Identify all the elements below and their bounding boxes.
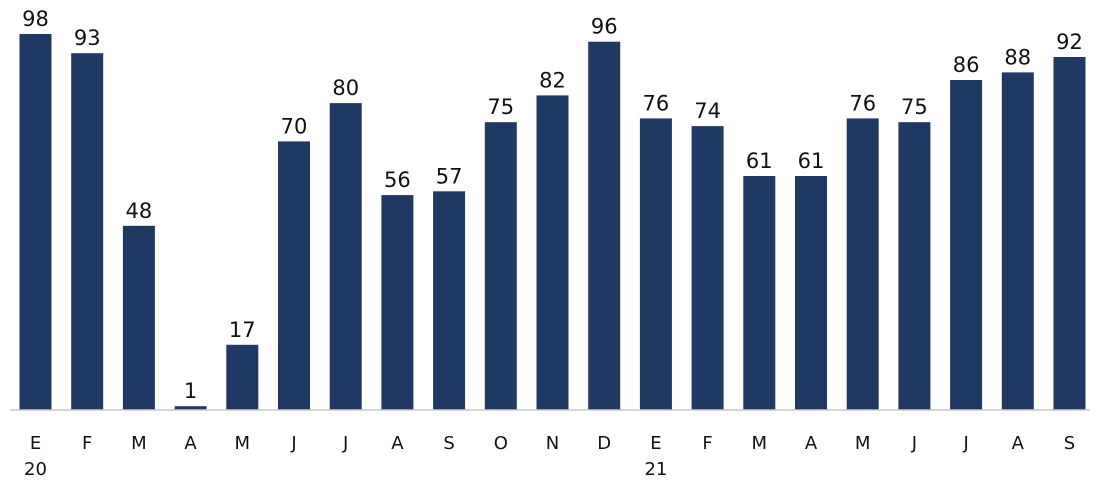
bar xyxy=(484,122,517,410)
x-tick-label: S xyxy=(443,433,454,454)
data-label: 61 xyxy=(746,149,773,173)
data-label: 76 xyxy=(643,91,670,115)
x-tick-label: E xyxy=(650,433,661,454)
bar xyxy=(846,118,879,411)
x-tick-label: M xyxy=(235,433,251,454)
data-label: 56 xyxy=(384,168,411,192)
data-label: 75 xyxy=(901,95,928,119)
bars-group xyxy=(19,34,1086,411)
bar xyxy=(691,126,724,410)
bar xyxy=(122,225,155,410)
data-label: 74 xyxy=(694,99,721,123)
bar xyxy=(1001,72,1034,411)
x-tick-label: A xyxy=(184,433,197,454)
bar xyxy=(329,103,362,410)
x-tick-label: F xyxy=(702,433,712,454)
data-label: 61 xyxy=(798,149,825,173)
bar xyxy=(174,406,207,410)
bar xyxy=(226,344,259,410)
data-label: 17 xyxy=(229,318,256,342)
x-tick-label: A xyxy=(391,433,404,454)
data-label: 88 xyxy=(1004,45,1031,69)
data-label: 98 xyxy=(22,7,49,31)
x-tick-label: J xyxy=(911,433,917,454)
bar xyxy=(950,80,983,410)
x-tick-label: J xyxy=(290,433,296,454)
bar xyxy=(536,95,569,411)
bar xyxy=(71,53,104,410)
x-tick-label: J xyxy=(962,433,968,454)
data-label: 48 xyxy=(126,199,153,223)
data-label: 96 xyxy=(591,15,618,39)
data-label: 75 xyxy=(487,95,514,119)
x-tick-label: D xyxy=(597,433,611,454)
data-label: 86 xyxy=(953,53,980,77)
bar xyxy=(743,176,776,410)
bar xyxy=(433,191,466,410)
x-tick-label: N xyxy=(546,433,559,454)
x-tick-label: O xyxy=(494,433,508,454)
x-tick-label: S xyxy=(1064,433,1075,454)
data-label: 82 xyxy=(539,68,566,92)
data-label: 76 xyxy=(849,91,876,115)
x-tick-labels-group: E 20 F M A M J J A S O N D E 21 F M A M J J A S xyxy=(24,433,1075,480)
x-tick-label: A xyxy=(805,433,818,454)
data-label: 80 xyxy=(332,76,359,100)
x-tick-label: F xyxy=(82,433,92,454)
bar xyxy=(19,34,52,410)
bar xyxy=(795,176,827,410)
data-label: 1 xyxy=(184,379,197,403)
data-label: 70 xyxy=(281,114,308,138)
bar xyxy=(381,195,414,410)
data-label: 92 xyxy=(1056,30,1083,54)
x-year-label: 21 xyxy=(644,459,667,480)
bar xyxy=(588,41,621,410)
x-tick-label: A xyxy=(1012,433,1025,454)
x-year-label: 20 xyxy=(24,459,47,480)
x-tick-label: M xyxy=(855,433,871,454)
value-labels-group: 98 93 48 1 17 70 80 56 57 75 82 96 76 74 61 61 76 75 86 88 9… xyxy=(22,7,1083,403)
x-tick-label: M xyxy=(131,433,147,454)
x-tick-label: J xyxy=(342,433,348,454)
bar xyxy=(278,141,310,410)
x-tick-label: M xyxy=(752,433,768,454)
data-label: 93 xyxy=(74,26,101,50)
bar xyxy=(898,122,931,410)
data-label: 57 xyxy=(436,164,463,188)
x-tick-label: E xyxy=(30,433,41,454)
bar xyxy=(1053,57,1086,410)
bar xyxy=(639,118,672,411)
